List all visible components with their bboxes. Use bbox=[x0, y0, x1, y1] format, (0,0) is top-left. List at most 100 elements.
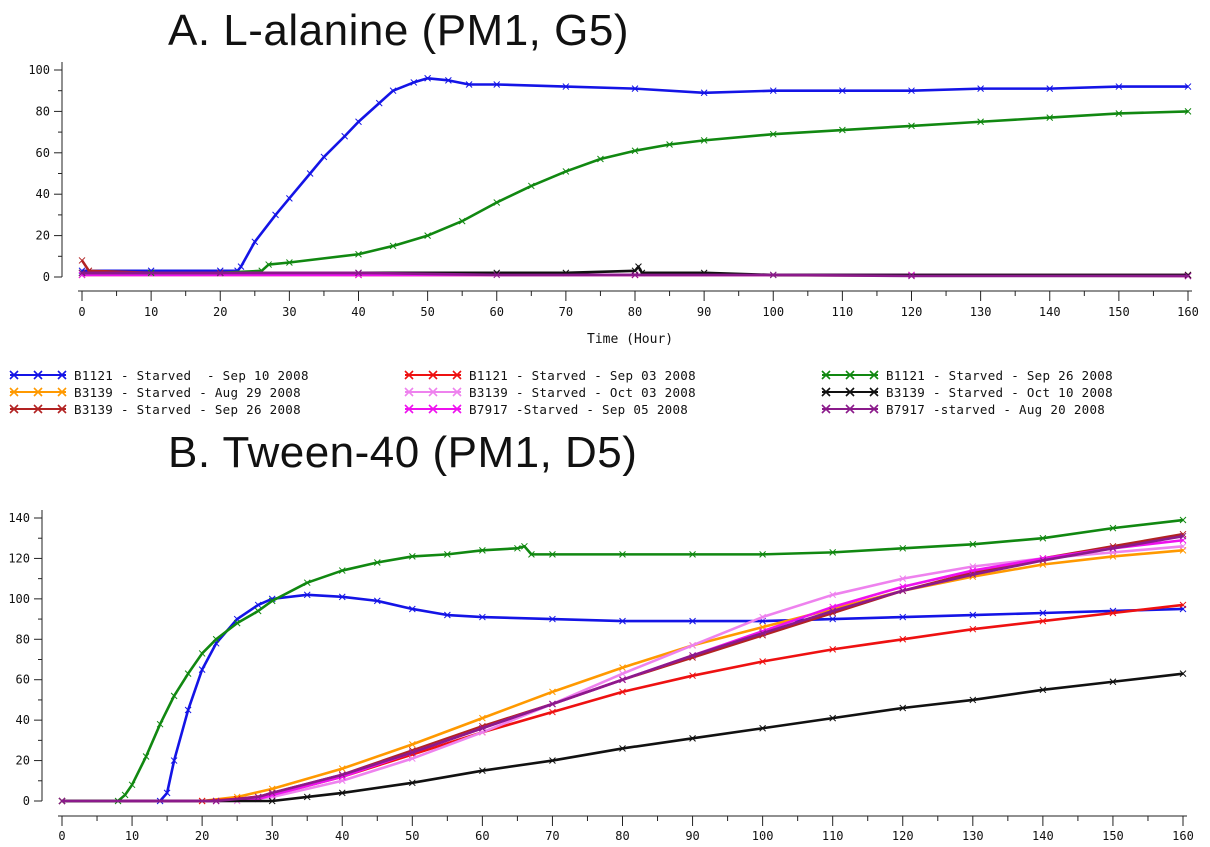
y-tick-label: 60 bbox=[16, 673, 30, 687]
legend-item: B1121 - Starved - Sep 26 2008 bbox=[820, 366, 1113, 384]
x-tick-label: 150 bbox=[1108, 305, 1130, 319]
data-point bbox=[759, 551, 766, 558]
data-point bbox=[254, 601, 262, 609]
y-tick-label: 140 bbox=[8, 511, 30, 525]
series-line bbox=[82, 271, 1188, 278]
data-point bbox=[769, 87, 777, 95]
legend-item: B3139 - Starved - Oct 10 2008 bbox=[820, 383, 1113, 401]
data-point bbox=[1115, 83, 1123, 90]
data-point bbox=[233, 619, 241, 627]
panel-a-xlabel: Time (Hour) bbox=[587, 332, 674, 347]
legend-item: B3139 - Starved - Aug 29 2008 bbox=[8, 383, 301, 401]
data-point bbox=[408, 749, 416, 756]
x-tick-label: 30 bbox=[265, 829, 279, 843]
x-tick-label: 10 bbox=[125, 829, 139, 843]
data-point bbox=[829, 646, 837, 653]
data-point bbox=[338, 567, 346, 574]
data-point bbox=[829, 607, 837, 615]
data-point bbox=[479, 546, 486, 554]
data-point bbox=[156, 720, 164, 728]
series-2 bbox=[58, 546, 1187, 805]
series-5 bbox=[58, 542, 1187, 805]
data-point bbox=[355, 118, 362, 126]
data-point bbox=[908, 272, 915, 280]
data-point bbox=[1046, 114, 1054, 121]
data-point bbox=[521, 542, 528, 550]
data-point bbox=[689, 551, 696, 558]
panel-b-plot: 0 20 40 60 80 100 120 140 0 10 20 30 40 50 60 70 80 90 100… bbox=[8, 510, 1194, 843]
data-point bbox=[619, 551, 626, 558]
data-point bbox=[286, 259, 293, 266]
data-point bbox=[265, 261, 272, 268]
data-point bbox=[899, 613, 907, 621]
data-point bbox=[769, 271, 777, 279]
series-1 bbox=[78, 74, 1192, 275]
x-tick-label: 110 bbox=[832, 305, 854, 319]
data-point bbox=[619, 745, 626, 752]
x-tick-label: 90 bbox=[697, 305, 711, 319]
x-tick-label: 160 bbox=[1172, 829, 1194, 843]
data-point bbox=[1179, 532, 1187, 540]
x-tick-label: 120 bbox=[892, 829, 914, 843]
panel-a-plot: 0 20 40 60 80 100 0 10 20 30 40 50 60 70 80 90 100 110 120… bbox=[28, 62, 1199, 319]
legend-swatch bbox=[404, 387, 462, 397]
series-line bbox=[62, 593, 1184, 803]
data-point bbox=[619, 688, 626, 696]
x-tick-label: 120 bbox=[901, 305, 923, 319]
data-point bbox=[666, 141, 673, 148]
data-point bbox=[1184, 83, 1192, 90]
x-tick-label: 30 bbox=[282, 305, 296, 319]
data-point bbox=[170, 757, 178, 764]
data-point bbox=[908, 122, 915, 130]
x-tick-label: 160 bbox=[1177, 305, 1199, 319]
y-tick-label: 20 bbox=[36, 229, 50, 243]
data-point bbox=[1039, 557, 1047, 564]
data-point bbox=[163, 789, 171, 797]
data-point bbox=[78, 269, 86, 277]
data-point bbox=[969, 611, 977, 619]
data-point bbox=[759, 724, 766, 732]
data-point bbox=[689, 652, 696, 659]
data-point bbox=[303, 591, 311, 599]
data-point bbox=[373, 597, 381, 605]
legend-item: B7917 -Starved - Sep 05 2008 bbox=[403, 400, 688, 418]
data-point bbox=[549, 708, 556, 716]
data-point bbox=[268, 797, 276, 805]
data-point bbox=[78, 257, 86, 264]
data-point bbox=[424, 232, 431, 239]
data-point bbox=[1179, 542, 1187, 550]
legend-label: B3139 - Starved - Sep 26 2008 bbox=[74, 401, 301, 417]
data-point bbox=[829, 615, 837, 623]
data-point bbox=[549, 551, 556, 558]
x-tick-label: 140 bbox=[1032, 829, 1054, 843]
x-tick-label: 50 bbox=[405, 829, 419, 843]
series-6 bbox=[58, 536, 1187, 805]
data-point bbox=[338, 765, 346, 773]
legend: B1121 - Starved - Sep 10 2008 B3139 - Sta… bbox=[8, 366, 1208, 424]
data-point bbox=[341, 132, 349, 140]
series-line bbox=[82, 110, 1189, 275]
data-point bbox=[254, 793, 262, 801]
series-line bbox=[62, 518, 1184, 803]
series-7 bbox=[78, 108, 1192, 277]
data-point bbox=[479, 724, 486, 732]
legend-swatch bbox=[9, 370, 67, 380]
legend-swatch bbox=[821, 404, 879, 414]
legend-label: B1121 - Starved - Sep 10 2008 bbox=[74, 367, 309, 383]
data-point bbox=[389, 242, 397, 250]
data-point bbox=[689, 672, 696, 680]
data-point bbox=[1039, 609, 1047, 617]
data-point bbox=[631, 85, 639, 92]
data-point bbox=[170, 692, 178, 700]
data-point bbox=[408, 553, 416, 560]
data-point bbox=[635, 263, 642, 271]
x-tick-label: 140 bbox=[1039, 305, 1061, 319]
data-point bbox=[899, 575, 907, 582]
data-point bbox=[303, 579, 311, 587]
data-point bbox=[619, 676, 626, 684]
legend-label: B3139 - Starved - Oct 03 2008 bbox=[469, 384, 696, 400]
data-point bbox=[977, 85, 984, 92]
data-point bbox=[689, 617, 696, 625]
data-point bbox=[493, 271, 501, 279]
